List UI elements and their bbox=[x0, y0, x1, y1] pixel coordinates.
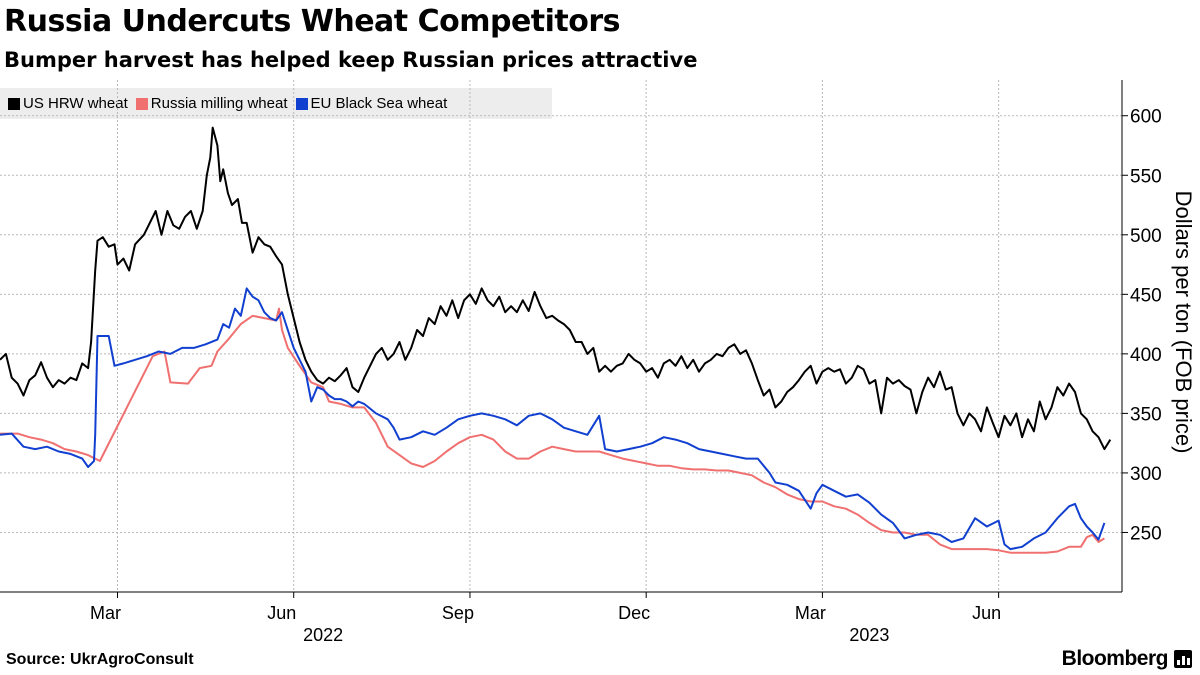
legend-label-eu-black-sea: EU Black Sea wheat bbox=[310, 95, 448, 112]
chart-subtitle: Bumper harvest has helped keep Russian p… bbox=[4, 48, 698, 72]
y-tick-label: 550 bbox=[1130, 166, 1162, 187]
legend-item-us-hrw: US HRW wheat bbox=[8, 95, 128, 112]
series-line-us-hrw-wheat bbox=[0, 126, 1112, 451]
y-tick-label: 250 bbox=[1130, 523, 1162, 544]
legend-swatch-russia bbox=[135, 97, 148, 110]
brand-name: Bloomberg bbox=[1061, 647, 1169, 670]
y-tick-label: 450 bbox=[1130, 285, 1162, 306]
x-tick-label: Jun bbox=[267, 603, 296, 623]
brand-logo: Bloomberg bbox=[1062, 647, 1192, 671]
y-tick-label: 400 bbox=[1130, 345, 1162, 366]
series-lines bbox=[0, 126, 1112, 554]
series-line-eu-black-sea-wheat bbox=[0, 287, 1106, 551]
series-line-russia-milling-wheat bbox=[0, 307, 1105, 554]
bloomberg-bars-icon bbox=[1174, 650, 1192, 668]
chart-title: Russia Undercuts Wheat Competitors bbox=[4, 4, 621, 39]
x-tick-label: Jun bbox=[972, 603, 1001, 623]
legend-item-eu-black-sea: EU Black Sea wheat bbox=[295, 95, 448, 112]
x-tick-label: Mar bbox=[795, 603, 826, 623]
x-year-label: 2023 bbox=[849, 625, 889, 645]
y-tick-label: 300 bbox=[1130, 464, 1162, 485]
y-tick-label: 500 bbox=[1130, 226, 1162, 247]
legend-swatch-us-hrw bbox=[8, 97, 20, 110]
grid bbox=[0, 80, 1122, 592]
axes: 250 300 350 400 450 500 550 600 Mar Jun Sep Dec Mar J… bbox=[0, 80, 1196, 645]
legend-label-us-hrw: US HRW wheat bbox=[23, 95, 128, 112]
source-note: Source: UkrAgroConsult bbox=[6, 651, 194, 668]
y-tick-label: 600 bbox=[1130, 107, 1162, 128]
y-tick-label: 350 bbox=[1130, 404, 1162, 425]
x-tick-label: Dec bbox=[618, 603, 650, 623]
legend-item-russia: Russia milling wheat bbox=[135, 95, 288, 112]
legend: US HRW wheat Russia milling wheat EU Bla… bbox=[0, 88, 552, 119]
x-tick-label: Sep bbox=[442, 603, 474, 623]
legend-label-russia: Russia milling wheat bbox=[150, 95, 288, 112]
x-tick-label: Mar bbox=[90, 603, 121, 623]
legend-swatch-eu-black-sea bbox=[295, 97, 308, 110]
y-axis-title: Dollars per ton (FOB price) bbox=[1171, 191, 1196, 454]
x-year-label: 2022 bbox=[303, 625, 343, 645]
